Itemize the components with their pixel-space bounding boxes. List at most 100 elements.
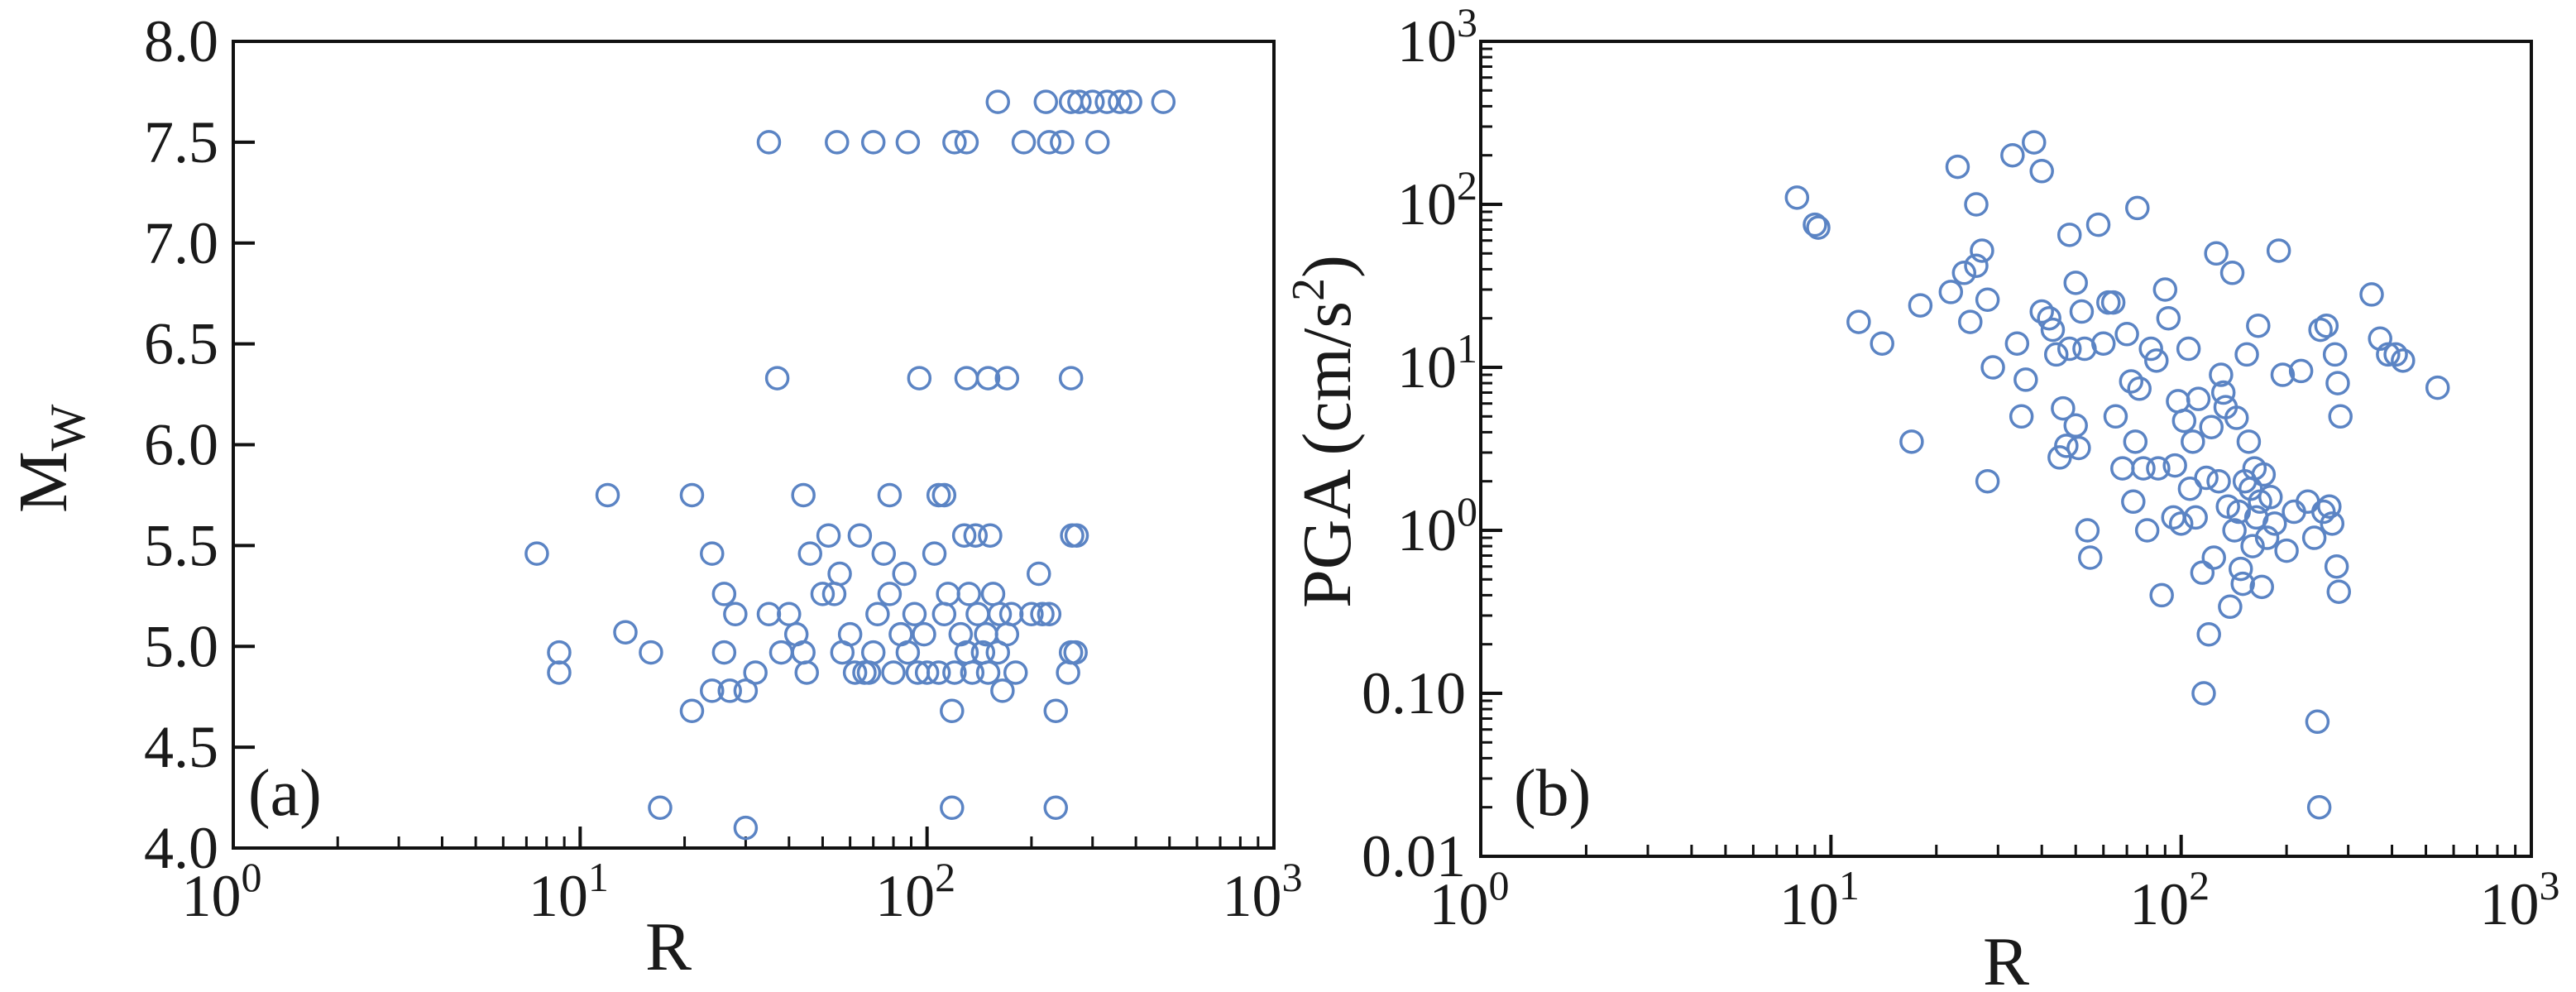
scatter-point (1011, 130, 1037, 155)
scatter-point (2391, 348, 2416, 373)
scatter-point (2168, 511, 2194, 536)
scatter-point (2069, 299, 2095, 324)
axes-a: 100 101 102 103 4.0 4.5 5.0 5.5 6.0 6.5 7.0 7.5 8.0 (144, 8, 1303, 929)
scatter-point (2152, 277, 2178, 302)
scatter-point (2096, 290, 2121, 315)
scatter-point (1980, 355, 2005, 380)
axes-b: 100 101 102 103 0.01 0.10 100 101 102 103 (1362, 0, 2560, 937)
scatter-point (2078, 545, 2103, 570)
scatter-point (2051, 395, 2076, 421)
y-tick-label: 4.5 (144, 714, 218, 780)
scatter-point (2218, 594, 2243, 620)
y-axis-title-a: MW (5, 404, 95, 513)
scatter-point (994, 366, 1020, 391)
scatter-point (1043, 698, 1069, 723)
scatter-point (2324, 554, 2349, 579)
scatter-point (2288, 358, 2314, 384)
scatter-point (816, 523, 841, 548)
scatter-point (2110, 456, 2135, 481)
scatter-point (1067, 89, 1092, 114)
scatter-point (980, 582, 1006, 606)
scatter-point (860, 130, 886, 155)
y-tick-label: 101 (1397, 325, 1477, 400)
scatter-point (1063, 640, 1088, 665)
scatter-point (2306, 794, 2332, 820)
scatter-point (842, 660, 868, 685)
scatter-point (2383, 342, 2408, 367)
scatter-point (956, 582, 981, 606)
scatter-point (2075, 518, 2100, 543)
svg-text:MW: MW (5, 404, 95, 513)
scatter-point (639, 640, 663, 665)
scatter-point (756, 601, 782, 626)
scatter-point (2009, 404, 2034, 429)
scatter-point (2376, 342, 2401, 367)
scatter-point (2326, 579, 2352, 604)
scatter-point (794, 660, 819, 685)
scatter-point (1870, 331, 1894, 356)
scatter-point (1085, 130, 1110, 155)
scatter-point (2056, 336, 2082, 362)
y-tick-label: 100 (1397, 488, 1477, 563)
scatter-point (892, 561, 917, 587)
scatter-point (951, 523, 977, 548)
scatter-point (1058, 366, 1084, 391)
scatter-point (2131, 456, 2156, 481)
scatter-point (2305, 709, 2330, 735)
x-axis-title-b: R (1983, 923, 2029, 992)
scatter-point (2022, 130, 2047, 155)
x-tick-label: 102 (875, 854, 955, 929)
scatter-point (679, 698, 705, 723)
y-axis-title-a-main: M (5, 451, 82, 513)
scatter-point (2314, 313, 2339, 338)
scatter-point (2121, 489, 2146, 515)
scatter-point (942, 130, 967, 155)
scatter-point (975, 366, 1001, 391)
scatter-point (1806, 215, 1831, 240)
y-tick-label: 8.0 (144, 8, 218, 74)
scatter-point (2177, 476, 2203, 501)
scatter-point (2156, 305, 2181, 331)
scatter-point (2054, 434, 2079, 458)
scatter-point (985, 89, 1011, 114)
scatter-point (2222, 518, 2247, 543)
scatter-point (2127, 376, 2152, 401)
scatter-point (1019, 601, 1044, 626)
scatter-point (2322, 342, 2348, 367)
x-tick-label: 100 (182, 854, 262, 929)
scatter-point (1080, 89, 1105, 114)
scatter-point (2204, 241, 2229, 266)
scatter-point (700, 678, 725, 703)
scatter-point (2037, 305, 2061, 331)
scatter-point (2274, 538, 2299, 563)
scatter-point (2162, 453, 2187, 478)
y-tick-label: 103 (1397, 0, 1477, 74)
scatter-point (613, 620, 638, 645)
y-tick-label: 0.01 (1362, 823, 1466, 889)
scatter-point (764, 366, 790, 391)
scatter-point (960, 660, 985, 685)
scatter-point (768, 640, 794, 665)
scatter-point (1043, 795, 1069, 820)
scatter-point (1094, 89, 1119, 114)
x-tick-label: 100 (1429, 862, 1510, 937)
scatter-point (940, 795, 965, 820)
scatter-point (942, 660, 967, 685)
scatter-point (547, 640, 572, 665)
scatter-point (2138, 336, 2163, 362)
scatter-point (2144, 348, 2169, 373)
scatter-point (827, 561, 852, 587)
scatter-point (2103, 404, 2128, 429)
scatter-point (2230, 571, 2255, 597)
scatter-point (1033, 89, 1059, 114)
scatter-point (2043, 342, 2069, 367)
scatter-point (954, 130, 979, 155)
scatter-point (2258, 485, 2283, 510)
scatter-point (2209, 362, 2234, 387)
panel-b: 100 101 102 103 0.01 0.10 100 101 102 103 (b) R P… (1283, 0, 2560, 992)
x-axis-title-a: R (645, 908, 692, 985)
scatter-point (2029, 159, 2054, 184)
plot-frame-b (1479, 40, 2533, 858)
scatter-point (723, 601, 748, 626)
scatter-point (1975, 468, 2000, 494)
